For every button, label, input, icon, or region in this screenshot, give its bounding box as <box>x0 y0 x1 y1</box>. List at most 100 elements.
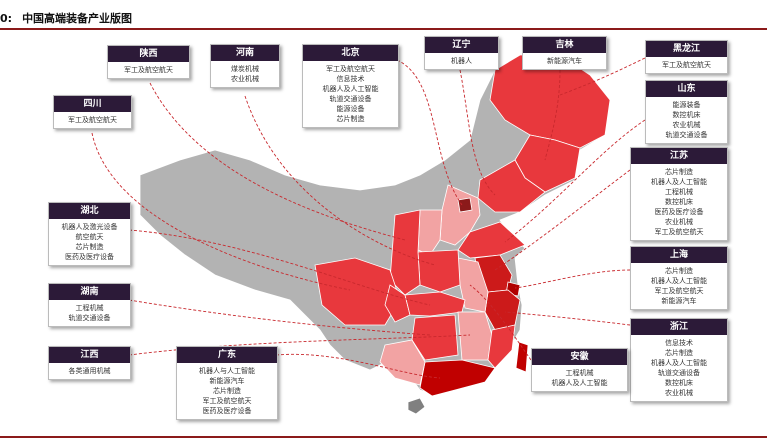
industry-item: 医药及医疗设备 <box>65 253 114 261</box>
province-box: 山东能源装备数控机床农业机械轨道交通设备 <box>645 80 728 144</box>
industry-item: 工程机械 <box>565 369 594 377</box>
industry-item: 军工及航空航天 <box>654 228 704 236</box>
hainan <box>407 397 426 415</box>
industry-item: 工程机械 <box>665 188 693 196</box>
industry-item: 工程机械 <box>75 304 104 312</box>
leader-line <box>128 334 471 356</box>
industry-item: 军工及航空航天 <box>68 116 117 124</box>
hunan <box>411 314 459 361</box>
chongqing <box>384 284 411 323</box>
industry-item: 农业机械 <box>231 75 259 83</box>
province-name: 上海 <box>631 247 727 263</box>
industry-list: 能源装备数控机床农业机械轨道交通设备 <box>646 97 727 143</box>
henan <box>417 249 461 293</box>
industry-item: 军工及航空航天 <box>124 66 173 74</box>
industry-item: 军工及航空航天 <box>326 65 375 73</box>
industry-list: 机器人 <box>425 53 498 69</box>
province-box: 陕西 军工及航空航天 <box>107 45 190 79</box>
industry-item: 机器人 <box>451 57 472 65</box>
industry-item: 能源装备 <box>672 101 701 109</box>
industry-item: 芯片制造 <box>665 349 693 357</box>
industry-item: 芯片制造 <box>213 387 241 395</box>
industry-list: 军工及航空航天 <box>646 57 727 73</box>
province-box: 辽宁 机器人 <box>424 36 499 70</box>
leader-line <box>128 299 431 336</box>
industry-item: 农业机械 <box>665 218 693 226</box>
province-box: 黑龙江军工及航空航天 <box>645 40 728 74</box>
province-box: 浙江 信息技术 芯片制造 机器人及人工智能 轨道交通设备 数控机床 农业机械 <box>630 318 728 402</box>
province-box: 河南 煤炭机械 农业机械 <box>210 44 280 88</box>
industry-item: 信息技术 <box>665 339 693 347</box>
industry-list: 芯片制造机器人及人工智能 工程机械数控机床医药及医疗设备 农业机械军工及航空航天 <box>631 164 727 240</box>
industry-item: 机器人及激光设备 <box>61 223 118 231</box>
guangdong <box>419 359 496 397</box>
industry-item: 医药及医疗设备 <box>202 407 252 415</box>
industry-item: 轨道交通设备 <box>68 314 111 322</box>
industry-item: 数控机床 <box>672 111 701 119</box>
industry-item: 航空航天 <box>75 233 104 241</box>
province-name: 江苏 <box>631 148 727 164</box>
province-name: 湖南 <box>49 284 130 300</box>
fujian <box>487 324 516 369</box>
industry-list: 机器人及激光设备 航空航天 芯片制造 医药及医疗设备 <box>49 219 130 265</box>
taiwan <box>515 341 529 373</box>
industry-item: 轨道交通设备 <box>665 131 708 139</box>
industry-item: 数控机床 <box>665 198 693 206</box>
province-box: 吉林 新能源汽车 <box>522 36 607 70</box>
industry-item: 芯片制造 <box>665 267 693 275</box>
industry-item: 军工及航空航天 <box>654 287 704 295</box>
industry-item: 机器人及人工智能 <box>651 277 707 285</box>
industry-item: 轨道交通设备 <box>329 95 372 103</box>
industry-item: 芯片制造 <box>336 115 365 123</box>
top-rule <box>0 28 767 30</box>
leader-line <box>396 59 463 206</box>
leader-line <box>275 353 441 379</box>
province-name: 辽宁 <box>425 37 498 53</box>
industry-list: 工程机械 机器人及人工智能 <box>532 365 627 391</box>
industry-item: 军工及航空航天 <box>202 397 252 405</box>
industry-item: 机器人及人工智能 <box>651 178 707 186</box>
industry-item: 新能源汽车 <box>547 57 582 65</box>
leader-line <box>559 57 646 96</box>
province-name: 吉林 <box>523 37 606 53</box>
industry-item: 芯片制造 <box>665 168 693 176</box>
industry-list: 芯片制造机器人及人工智能 军工及航空航天 新能源汽车 <box>631 263 727 309</box>
industry-item: 机器人与人工智能 <box>199 367 255 375</box>
industry-list: 各类通用机械 <box>49 363 130 379</box>
industry-list: 军工及航空航天 信息技术 机器人及人工智能 轨道交通设备 能源设备 芯片制造 <box>303 61 398 127</box>
industry-item: 军工及航空航天 <box>662 61 711 69</box>
industry-item: 新能源汽车 <box>661 297 697 305</box>
jiangxi <box>457 311 493 361</box>
province-name: 北京 <box>303 45 398 61</box>
industry-item: 农业机械 <box>665 389 693 397</box>
industry-list: 工程机械轨道交通设备 <box>49 300 130 326</box>
industry-item: 机器人及人工智能 <box>651 359 707 367</box>
province-box: 江苏芯片制造机器人及人工智能 工程机械数控机床医药及医疗设备 农业机械军工及航空航天 <box>630 147 728 241</box>
figure-title: 中国高端装备产业版图 <box>22 12 133 25</box>
leader-line <box>149 82 406 241</box>
province-box: 上海芯片制造机器人及人工智能 军工及航空航天 新能源汽车 <box>630 246 728 310</box>
leader-line <box>459 69 496 196</box>
province-box: 北京 军工及航空航天 信息技术 机器人及人工智能 轨道交通设备 能源设备 芯片制造 <box>302 44 399 128</box>
province-name: 黑龙江 <box>646 41 727 57</box>
industry-item: 能源设备 <box>336 105 365 113</box>
leader-lines <box>91 57 646 379</box>
leader-line <box>244 95 436 266</box>
industry-item: 医药及医疗设备 <box>654 208 704 216</box>
leader-line <box>504 311 631 326</box>
industry-list: 军工及航空航天 <box>54 112 131 128</box>
industry-item: 信息技术 <box>336 75 365 83</box>
province-box: 湖南工程机械轨道交通设备 <box>48 283 131 327</box>
province-box: 安徽 工程机械 机器人及人工智能 <box>531 348 628 392</box>
province-name: 江西 <box>49 347 130 363</box>
bottom-rule <box>0 436 767 438</box>
beijing <box>457 197 473 213</box>
guangxi <box>379 339 426 386</box>
liaoning <box>477 159 546 213</box>
province-box: 江西 各类通用机械 <box>48 346 131 380</box>
industry-item: 农业机械 <box>672 121 701 129</box>
province-name: 广东 <box>177 347 277 363</box>
province-name: 河南 <box>211 45 279 61</box>
province-name: 山东 <box>646 81 727 97</box>
